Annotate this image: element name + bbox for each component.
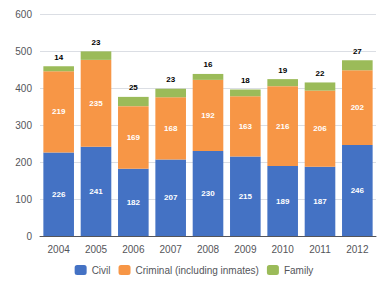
- svg-text:241: 241: [89, 187, 103, 196]
- svg-text:Criminal (including inmates): Criminal (including inmates): [136, 265, 259, 276]
- svg-text:600: 600: [15, 9, 32, 20]
- svg-text:219: 219: [52, 107, 66, 116]
- svg-text:207: 207: [164, 193, 178, 202]
- svg-text:216: 216: [276, 122, 290, 131]
- svg-text:235: 235: [89, 99, 103, 108]
- svg-text:25: 25: [129, 83, 138, 92]
- svg-text:500: 500: [15, 46, 32, 57]
- svg-text:18: 18: [241, 76, 250, 85]
- svg-text:168: 168: [164, 124, 178, 133]
- svg-text:202: 202: [351, 103, 365, 112]
- svg-text:215: 215: [239, 192, 253, 201]
- svg-text:187: 187: [313, 197, 327, 206]
- svg-text:2008: 2008: [197, 244, 220, 255]
- svg-text:27: 27: [353, 47, 362, 56]
- svg-text:2011: 2011: [309, 244, 331, 255]
- svg-text:16: 16: [204, 60, 213, 69]
- svg-text:300: 300: [15, 120, 32, 131]
- svg-text:163: 163: [239, 122, 253, 131]
- svg-text:400: 400: [15, 83, 32, 94]
- svg-text:19: 19: [278, 66, 287, 75]
- svg-text:206: 206: [313, 124, 327, 133]
- svg-text:2004: 2004: [48, 244, 71, 255]
- svg-text:2007: 2007: [160, 244, 183, 255]
- svg-text:22: 22: [316, 69, 325, 78]
- svg-text:182: 182: [127, 198, 141, 207]
- svg-text:2005: 2005: [85, 244, 108, 255]
- svg-text:226: 226: [52, 190, 66, 199]
- svg-text:100: 100: [15, 194, 32, 205]
- svg-text:14: 14: [54, 53, 63, 62]
- svg-text:Civil: Civil: [92, 265, 111, 276]
- svg-text:23: 23: [166, 75, 175, 84]
- svg-text:2010: 2010: [272, 244, 295, 255]
- svg-text:246: 246: [351, 186, 365, 195]
- svg-text:23: 23: [92, 38, 101, 47]
- svg-text:169: 169: [127, 133, 141, 142]
- svg-text:189: 189: [276, 197, 290, 206]
- svg-text:2012: 2012: [346, 244, 369, 255]
- svg-text:200: 200: [15, 157, 32, 168]
- svg-text:0: 0: [26, 231, 32, 242]
- svg-text:2009: 2009: [234, 244, 257, 255]
- svg-text:192: 192: [201, 111, 215, 120]
- svg-text:2006: 2006: [122, 244, 145, 255]
- svg-text:230: 230: [201, 189, 215, 198]
- svg-text:Family: Family: [284, 265, 313, 276]
